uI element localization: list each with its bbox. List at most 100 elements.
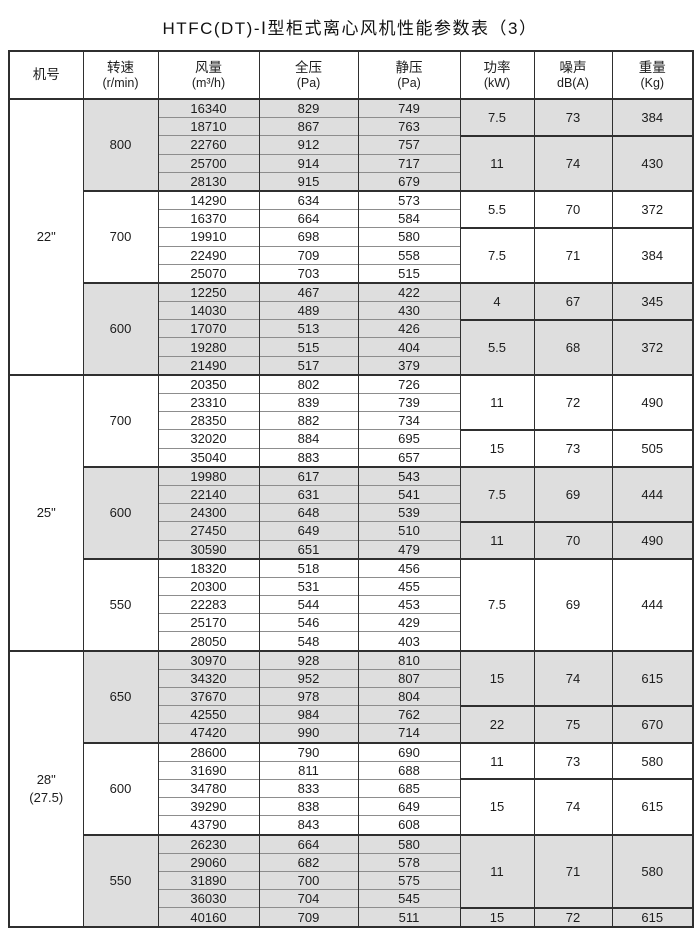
total-pressure-cell: 515 bbox=[258, 337, 359, 357]
noise-cell: 73 bbox=[533, 741, 613, 780]
static-pressure-cell: 515 bbox=[357, 263, 461, 283]
airflow-cell: 22760 bbox=[157, 135, 260, 155]
table-header: 机号 转速 (r/min) 风量 (m³/h) 全压 (Pa) 静压 (Pa) 功率 (kW) 噪声 d… bbox=[8, 50, 694, 100]
total-pressure-cell: 698 bbox=[258, 227, 359, 246]
airflow-cell: 32020 bbox=[157, 429, 260, 449]
power-cell: 15 bbox=[459, 428, 535, 467]
machine-size-cell: 28" (27.5) bbox=[8, 649, 84, 927]
static-pressure-cell: 688 bbox=[357, 760, 461, 780]
header-unit: (Kg) bbox=[640, 75, 665, 90]
airflow-cell: 40160 bbox=[157, 907, 260, 927]
airflow-cell: 30590 bbox=[157, 539, 260, 559]
column-header-3: 全压 (Pa) bbox=[258, 50, 359, 100]
table-row: 35040 883 657 bbox=[9, 447, 693, 467]
total-pressure-cell: 531 bbox=[258, 576, 359, 596]
total-pressure-cell: 912 bbox=[258, 135, 359, 155]
power-cell: 15 bbox=[459, 778, 535, 835]
noise-cell: 75 bbox=[533, 704, 613, 743]
table-row: 16370 664 584 bbox=[9, 209, 693, 228]
header-label: 静压 bbox=[395, 60, 423, 76]
static-pressure-cell: 734 bbox=[357, 411, 461, 430]
table-row: 550 18320 518 456 7.5 69 444 bbox=[9, 557, 694, 651]
noise-cell: 69 bbox=[533, 465, 613, 522]
table-row: 21490 517 379 bbox=[9, 355, 693, 375]
speed-cell: 700 bbox=[82, 189, 159, 283]
power-cell: 7.5 bbox=[459, 465, 535, 522]
table-row: 600 12250 467 422 4 67 345 bbox=[9, 281, 694, 375]
airflow-cell: 28130 bbox=[157, 171, 260, 191]
airflow-cell: 43790 bbox=[157, 815, 260, 835]
total-pressure-cell: 838 bbox=[258, 797, 359, 816]
total-pressure-cell: 513 bbox=[258, 319, 359, 338]
static-pressure-cell: 580 bbox=[357, 833, 461, 854]
power-cell: 7.5 bbox=[459, 98, 535, 136]
table-row: 22283 544 453 bbox=[9, 595, 693, 614]
airflow-cell: 37670 bbox=[157, 686, 260, 706]
static-pressure-cell: 807 bbox=[357, 668, 461, 688]
table-row: 32020 884 695 15 73 505 bbox=[9, 428, 694, 467]
weight-cell: 615 bbox=[611, 778, 694, 835]
header-unit: (r/min) bbox=[102, 75, 139, 90]
speed-cell: 600 bbox=[82, 281, 159, 375]
power-cell: 15 bbox=[459, 906, 535, 927]
total-pressure-cell: 833 bbox=[258, 778, 359, 798]
total-pressure-cell: 829 bbox=[258, 98, 359, 118]
weight-cell: 580 bbox=[611, 741, 694, 780]
speed-cell: 550 bbox=[82, 557, 159, 651]
total-pressure-cell: 990 bbox=[258, 723, 359, 743]
noise-cell: 74 bbox=[533, 649, 613, 706]
static-pressure-cell: 453 bbox=[357, 595, 461, 614]
total-pressure-cell: 546 bbox=[258, 613, 359, 632]
table-row: 47420 990 714 bbox=[9, 723, 693, 743]
airflow-cell: 21490 bbox=[157, 355, 260, 375]
airflow-cell: 19280 bbox=[157, 337, 260, 357]
airflow-cell: 19980 bbox=[157, 465, 260, 486]
airflow-cell: 14030 bbox=[157, 301, 260, 320]
airflow-cell: 18320 bbox=[157, 557, 260, 578]
airflow-cell: 34780 bbox=[157, 778, 260, 798]
table-row: 39290 838 649 bbox=[9, 797, 693, 816]
static-pressure-cell: 685 bbox=[357, 778, 461, 798]
noise-cell: 73 bbox=[533, 98, 613, 136]
table-row: 14030 489 430 bbox=[9, 301, 693, 320]
static-pressure-cell: 578 bbox=[357, 852, 461, 872]
table-row: 700 14290 634 573 5.5 70 372 bbox=[9, 189, 694, 283]
table-row: 19280 515 404 bbox=[9, 337, 693, 357]
total-pressure-cell: 978 bbox=[258, 686, 359, 706]
page-title: HTFC(DT)-Ⅰ型柜式离心风机性能参数表（3） bbox=[162, 19, 538, 38]
total-pressure-cell: 790 bbox=[258, 741, 359, 762]
total-pressure-cell: 882 bbox=[258, 411, 359, 430]
static-pressure-cell: 649 bbox=[357, 797, 461, 816]
noise-cell: 71 bbox=[533, 226, 613, 283]
static-pressure-cell: 757 bbox=[357, 135, 461, 155]
power-cell: 4 bbox=[459, 281, 535, 320]
header-label: 全压 bbox=[295, 60, 322, 76]
airflow-cell: 36030 bbox=[157, 889, 260, 908]
column-header-1: 转速 (r/min) bbox=[82, 50, 159, 100]
table-row: 25" 700 20350 802 726 11 72 490 bbox=[8, 373, 694, 651]
static-pressure-cell: 575 bbox=[357, 870, 461, 890]
total-pressure-cell: 867 bbox=[258, 117, 359, 136]
static-pressure-cell: 749 bbox=[357, 98, 461, 118]
static-pressure-cell: 584 bbox=[357, 209, 461, 228]
table-row: 20300 531 455 bbox=[9, 576, 693, 596]
table-row: 24300 648 539 bbox=[9, 503, 693, 522]
total-pressure-cell: 883 bbox=[258, 447, 359, 467]
table-row: 28050 548 403 bbox=[9, 631, 693, 651]
noise-cell: 74 bbox=[533, 134, 613, 191]
weight-cell: 670 bbox=[611, 704, 694, 743]
column-header-6: 噪声 dB(A) bbox=[533, 50, 613, 100]
table-row: 27450 649 510 11 70 490 bbox=[9, 520, 694, 559]
airflow-cell: 42550 bbox=[157, 705, 260, 724]
weight-cell: 580 bbox=[611, 833, 694, 908]
power-cell: 11 bbox=[459, 373, 535, 430]
airflow-cell: 16370 bbox=[157, 209, 260, 228]
total-pressure-cell: 664 bbox=[258, 833, 359, 854]
weight-cell: 384 bbox=[611, 98, 694, 136]
static-pressure-cell: 456 bbox=[357, 557, 461, 578]
airflow-cell: 22140 bbox=[157, 484, 260, 504]
total-pressure-cell: 617 bbox=[258, 465, 359, 486]
noise-cell: 70 bbox=[533, 189, 613, 228]
airflow-cell: 20300 bbox=[157, 576, 260, 596]
static-pressure-cell: 511 bbox=[357, 907, 461, 927]
